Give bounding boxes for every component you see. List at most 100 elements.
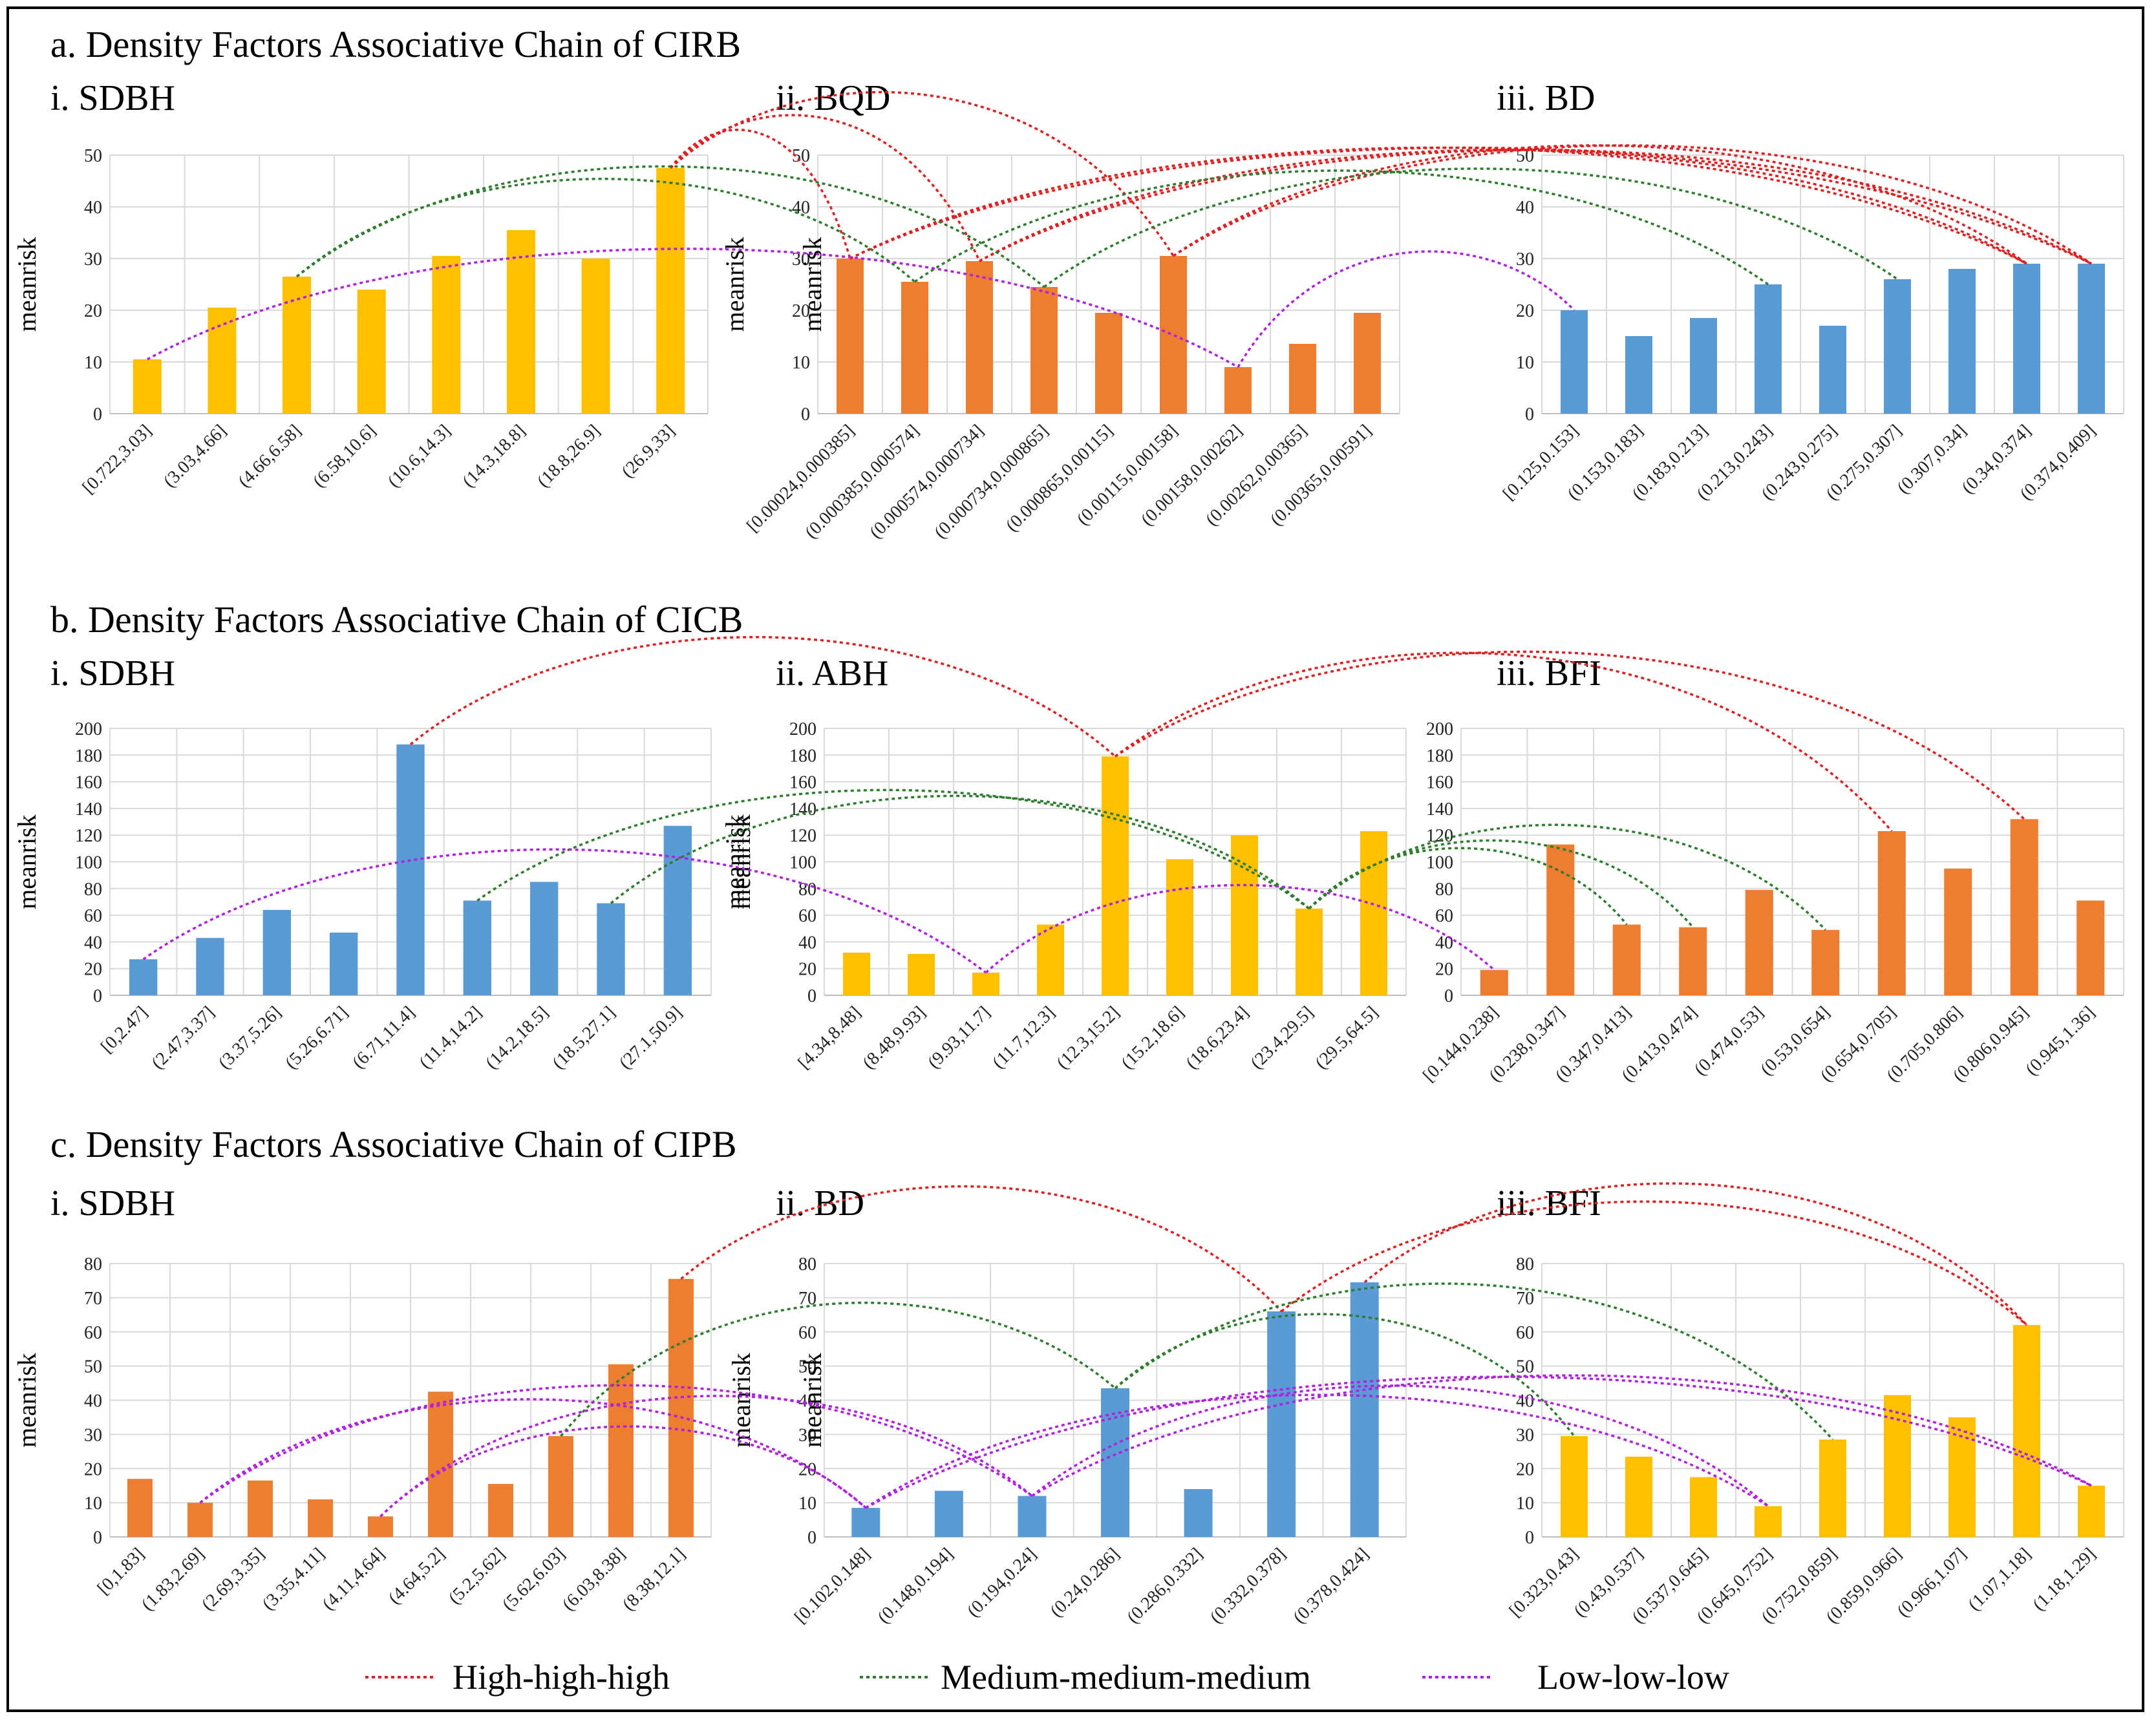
bar-chart: iii. BFI meanrisk 0 20 40 60 80 100 120 140 160 180…: [720, 653, 2124, 1086]
y-tick-label: 40: [798, 1392, 817, 1412]
x-tick-label: (9.93,11.7]: [924, 1002, 994, 1073]
y-tick-label: 50: [798, 1357, 817, 1377]
y-axis-label: meanrisk: [720, 814, 749, 909]
bar-chart: iii. BFI meanrisk 0 10 20 30 40 50 60 70 80 [0.323,…: [798, 1183, 2124, 1627]
bar: [1224, 367, 1252, 414]
y-tick-label: 30: [84, 1425, 102, 1445]
y-tick-label: 80: [798, 1254, 817, 1275]
panel-title: iii. BFI: [1497, 1183, 1601, 1223]
y-tick-label: 50: [1516, 1357, 1534, 1377]
y-tick-label: 20: [84, 1459, 102, 1479]
x-tick-label: (14.3,18.8]: [459, 421, 529, 491]
y-tick-label: 140: [75, 799, 102, 820]
y-tick-label: 100: [789, 853, 817, 873]
panel-title: i. SDBH: [50, 653, 175, 693]
y-tick-label: 70: [1516, 1289, 1534, 1309]
legend-label-medium: Medium-medium-medium: [941, 1658, 1311, 1697]
x-tick-label: (4.11,4.64]: [319, 1544, 389, 1614]
bar: [1811, 929, 1840, 995]
x-tick-label: (0.966,1.07]: [1894, 1544, 1970, 1621]
section-title: a. Density Factors Associative Chain of …: [50, 23, 741, 65]
panel-title: ii. BD: [776, 1183, 864, 1223]
chain-link-medium: [610, 794, 1310, 910]
y-tick-label: 70: [84, 1289, 102, 1309]
bar: [548, 1436, 574, 1537]
x-tick-label: (23.4,29.5]: [1247, 1002, 1318, 1073]
y-axis-label: meanrisk: [12, 1353, 41, 1448]
legend: High-high-high Medium-medium-medium Low-…: [365, 1658, 1729, 1697]
y-tick-label: 20: [792, 301, 810, 321]
y-tick-label: 180: [1426, 746, 1453, 766]
y-tick-label: 60: [1435, 906, 1453, 926]
x-tick-label: (5.2,5.62]: [445, 1544, 509, 1608]
bar: [307, 1499, 334, 1537]
bar: [1101, 1388, 1129, 1537]
x-tick-label: (2.47,3.37]: [148, 1002, 219, 1073]
y-tick-label: 0: [1525, 1528, 1534, 1548]
bar: [129, 959, 158, 995]
bar: [1037, 924, 1064, 995]
bar: [1819, 326, 1846, 414]
chain-link-medium: [1114, 1313, 1575, 1437]
bar: [1690, 318, 1717, 414]
y-tick-label: 50: [84, 146, 102, 166]
x-tick-label: (6.71,11.4]: [348, 1002, 419, 1073]
y-tick-label: 30: [792, 249, 810, 270]
x-tick-label: (0.307,0.34]: [1894, 421, 1970, 498]
y-tick-label: 0: [801, 405, 810, 425]
y-tick-label: 60: [798, 906, 817, 926]
bar: [262, 909, 292, 995]
x-tick-label: (0.000385,0.000574]: [801, 421, 923, 543]
bar: [1354, 313, 1381, 414]
bar: [2010, 819, 2038, 995]
y-tick-label: 30: [1516, 1425, 1534, 1445]
bar: [463, 900, 492, 995]
bar: [843, 952, 870, 995]
y-tick-label: 40: [1516, 1392, 1534, 1412]
y-tick-label: 0: [93, 986, 102, 1006]
y-tick-label: 20: [1435, 960, 1453, 980]
bar: [1948, 1417, 1976, 1537]
x-tick-label: (11.4,14.2]: [416, 1002, 486, 1073]
x-tick-label: [0,1.83]: [94, 1544, 149, 1599]
y-tick-label: 50: [84, 1357, 102, 1377]
y-tick-label: 40: [84, 933, 102, 953]
y-tick-label: 0: [807, 1528, 817, 1548]
chain-link-high: [1114, 651, 1893, 832]
y-tick-label: 20: [1516, 1459, 1534, 1479]
x-tick-label: [0.323,0.43]: [1506, 1544, 1583, 1621]
y-tick-label: 80: [1435, 880, 1453, 900]
bar: [247, 1480, 273, 1537]
chain-link-low: [142, 848, 987, 974]
section-title: c. Density Factors Associative Chain of …: [50, 1123, 737, 1165]
x-tick-label: (18.8,26.9]: [533, 421, 604, 491]
bar: [1944, 868, 1972, 995]
y-tick-label: 0: [93, 405, 102, 425]
y-tick-label: 0: [1444, 986, 1453, 1006]
y-tick-label: 60: [84, 1323, 102, 1343]
x-tick-label: (29.5,64.5]: [1312, 1002, 1382, 1073]
x-tick-label: (10.6,14.3]: [384, 421, 454, 491]
y-tick-label: 40: [1435, 933, 1453, 953]
chain-link-high: [1173, 144, 2028, 265]
panel-title: i. SDBH: [50, 1183, 175, 1223]
panel-title: ii. ABH: [776, 653, 888, 693]
x-tick-label: (1.83,2.69]: [138, 1544, 208, 1614]
chain-link-high: [1173, 144, 2092, 265]
x-tick-label: (4.64,5.2]: [385, 1544, 449, 1608]
x-tick-label: (15.2,18.6]: [1118, 1002, 1188, 1073]
chain-link-high: [669, 114, 981, 262]
y-tick-label: 80: [84, 1254, 102, 1275]
bar: [2013, 1325, 2040, 1537]
x-tick-label: (0.148,0.194]: [874, 1544, 957, 1627]
bar: [529, 882, 559, 995]
y-tick-label: 100: [75, 853, 102, 873]
x-tick-label: [0.722,3.03]: [79, 421, 156, 498]
x-tick-label: (0.000574,0.000734]: [866, 421, 988, 543]
x-tick-label: (0.000734,0.000865]: [930, 421, 1052, 543]
bar: [1612, 924, 1641, 995]
chain-link-low: [985, 884, 1495, 974]
chain-link-low: [379, 1395, 1033, 1518]
x-tick-label: (0.332,0.378]: [1206, 1544, 1290, 1627]
